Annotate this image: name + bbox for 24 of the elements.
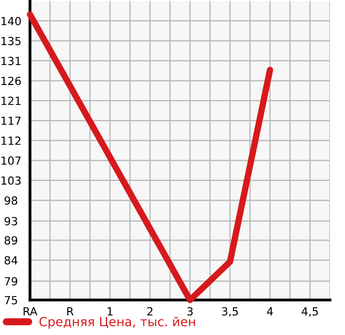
- x-tick-label: 4,5: [302, 307, 318, 317]
- x-tick-label: 3,5: [222, 307, 238, 317]
- y-tick-label: 121: [2, 96, 21, 105]
- y-tick-label: 126: [2, 76, 21, 86]
- x-tick-label: 4: [267, 307, 273, 316]
- y-tick-label: 117: [2, 116, 21, 125]
- y-tick-label: 75: [4, 296, 18, 304]
- x-tick-label: RA: [24, 307, 38, 316]
- y-tick-label: 79: [4, 277, 18, 286]
- x-tick-label: R: [67, 307, 74, 316]
- y-tick-label: 107: [2, 156, 21, 165]
- y-tick-label: 112: [2, 136, 20, 145]
- y-tick-label: 131: [2, 56, 21, 66]
- legend-label: Средняя Цена, тыс. йен: [39, 316, 195, 329]
- y-tick-label: 89: [4, 236, 18, 245]
- y-tick-label: 135: [2, 36, 21, 46]
- y-tick-label: 93: [4, 216, 18, 226]
- y-tick-label: 98: [4, 196, 18, 205]
- x-tick-label: 1: [108, 307, 113, 316]
- x-tick-label: 3: [187, 307, 193, 316]
- y-tick-label: 84: [4, 256, 18, 264]
- x-tick-label: 2: [147, 307, 152, 316]
- y-tick-label: 140: [2, 16, 21, 26]
- y-tick-label: 103: [2, 176, 21, 185]
